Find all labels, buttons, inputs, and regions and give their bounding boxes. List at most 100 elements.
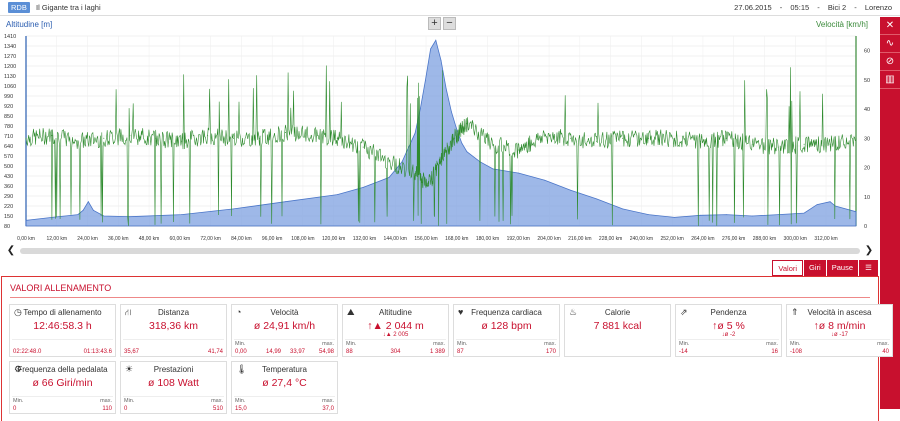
divider — [234, 339, 335, 340]
mid-value: 33,97 — [290, 349, 306, 355]
max-label: max. — [100, 398, 112, 404]
no-symbol-icon[interactable]: ⊘ — [880, 53, 900, 71]
speed-point — [362, 146, 364, 148]
x-tick-label: 252,00 km — [660, 236, 683, 242]
max-value: 510 — [212, 406, 223, 412]
altitude-point — [451, 111, 452, 113]
y-right-tick-label: 50 — [864, 78, 870, 84]
card-value: 12:46:58.3 h — [33, 320, 92, 332]
y-right-tick-label: 40 — [864, 107, 870, 113]
min-value: 87 — [457, 349, 464, 355]
max-value: 170 — [545, 349, 556, 355]
card-title: Distanza — [157, 308, 190, 317]
altitude-point — [816, 204, 818, 206]
left-value: 35,67 — [124, 349, 140, 355]
speed-point — [414, 172, 416, 174]
speed-point — [427, 184, 429, 186]
altitude-point — [77, 214, 79, 216]
altitude-speed-chart[interactable]: 1410134012701200113010609909208507807106… — [0, 16, 880, 244]
x-tick-label: 156,00 km — [414, 236, 437, 242]
speed-point — [233, 137, 234, 139]
zoom-in-button[interactable]: + — [428, 17, 441, 30]
top-bar: RDB Il Gigante tra i laghi 27.06.2015 - … — [0, 0, 900, 16]
y-left-tick-label: 220 — [4, 204, 13, 210]
min-value: -14 — [679, 349, 688, 355]
divider — [123, 339, 224, 340]
stat-card: ⇗ Pendenza ↑ø 5 % ↓ø -2 Min. max. -14 16 — [675, 304, 782, 357]
altitude-point — [803, 212, 805, 214]
altitude-point — [492, 168, 494, 170]
zoom-out-button[interactable]: − — [443, 17, 456, 30]
altitude-point — [388, 177, 390, 178]
speed-point — [155, 137, 157, 139]
y-left-tick-label: 710 — [4, 134, 13, 140]
speed-point — [440, 161, 442, 163]
x-tick-label: 120,00 km — [322, 236, 345, 242]
min-label: Min. — [124, 398, 135, 404]
y-left-tick-label: 150 — [4, 214, 13, 220]
y-left-tick-label: 1130 — [4, 74, 16, 80]
speed-point — [855, 137, 857, 139]
altitude-point — [401, 161, 403, 163]
altitude-point — [855, 211, 857, 213]
card-sub-value: ↓ø -2 — [721, 332, 736, 338]
altitude-point — [518, 172, 520, 174]
altitude-point — [445, 88, 447, 90]
tab-pause[interactable]: Pause — [825, 260, 858, 276]
speed-point — [829, 143, 831, 145]
card-title: Velocità — [270, 308, 299, 317]
card-value: ↑ø 5 % — [712, 320, 745, 332]
clock-icon: ◷ — [14, 307, 22, 317]
x-tick-label: 240,00 km — [630, 236, 653, 242]
chart-scrollbar[interactable]: ❮ ❯ — [0, 244, 880, 258]
altitude-point — [362, 187, 364, 188]
x-tick-label: 36,00 km — [108, 236, 129, 242]
divider — [234, 396, 335, 397]
y-left-tick-label: 850 — [4, 114, 13, 120]
card-value: ø 24,91 km/h — [253, 320, 316, 332]
speed-point — [51, 134, 53, 136]
altitude-point — [430, 48, 431, 50]
scroll-left-icon[interactable]: ❮ — [6, 245, 16, 256]
tab-values[interactable]: Valori — [772, 260, 804, 276]
workout-time: 05:15 — [790, 3, 810, 12]
min-value: -108 — [790, 349, 803, 355]
min-label: Min. — [679, 341, 690, 347]
scroll-right-icon[interactable]: ❯ — [864, 245, 874, 256]
speed-point — [258, 137, 260, 139]
line-chart-icon[interactable]: ∿ — [880, 35, 900, 53]
card-title: Tempo di allenamento — [23, 308, 102, 317]
card-sub-value: ↓▲ 2 005 — [382, 332, 409, 338]
max-label: max. — [877, 341, 889, 347]
card-title: Frequenza della pedalata — [17, 365, 108, 374]
speed-point — [596, 140, 598, 142]
speed-point — [751, 143, 753, 145]
x-tick-label: 168,00 km — [445, 236, 468, 242]
speed-point — [570, 137, 572, 139]
bar-chart-icon[interactable]: ▥ — [880, 71, 900, 89]
speed-point — [803, 143, 805, 145]
list-icon[interactable]: ☰ — [858, 260, 878, 276]
min-value: 0 — [124, 406, 128, 412]
divider — [678, 339, 779, 340]
separator: - — [817, 3, 820, 12]
right-axis-title: Velocità [km/h] — [815, 20, 868, 29]
speed-point — [103, 137, 105, 139]
x-tick-label: 60,00 km — [170, 236, 191, 242]
altitude-point — [440, 59, 442, 61]
tab-laps[interactable]: Giri — [803, 260, 826, 276]
scroll-track[interactable] — [20, 248, 860, 254]
card-title: Temperatura — [262, 365, 307, 374]
y-left-tick-label: 570 — [4, 154, 13, 160]
slope-icon: ⇗ — [680, 307, 688, 317]
max-value: 110 — [102, 406, 112, 412]
x-tick-label: 264,00 km — [691, 236, 714, 242]
divider — [789, 339, 890, 340]
x-tick-label: 96,00 km — [262, 236, 283, 242]
divider — [456, 339, 557, 340]
min-label: Min. — [13, 398, 24, 404]
toolbar-button-0[interactable]: ✕ — [880, 17, 900, 35]
altitude-point — [82, 209, 84, 211]
speed-point — [544, 134, 546, 136]
app-logo: RDB — [8, 2, 30, 13]
